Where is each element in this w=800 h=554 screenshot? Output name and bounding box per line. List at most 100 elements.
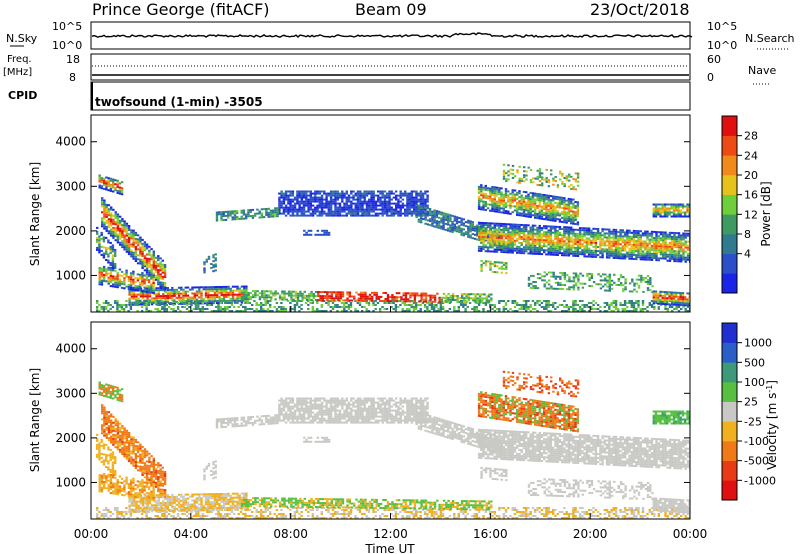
power-cell [291,300,294,302]
power-cell [675,252,678,255]
power-cell [630,302,633,304]
power-cell [114,285,117,288]
power-cell [128,299,131,302]
power-cell [330,293,333,296]
power-cell [513,241,517,244]
power-cell [254,296,257,299]
power-cell [296,190,299,193]
power-cell [352,208,355,211]
power-cell [228,302,231,304]
power-cell [283,290,286,293]
power-cell [467,297,470,300]
power-cell [491,241,495,244]
power-cell [516,205,519,208]
power-cell [107,208,111,211]
power-cell [657,241,660,244]
power-cell [603,248,606,251]
power-cell [167,306,171,308]
power-cell [549,239,553,242]
power-cell [632,302,636,304]
power-cell [352,196,355,199]
power-cell [265,212,268,214]
power-cell [578,247,582,250]
power-cell [477,187,481,190]
power-cell [518,308,521,310]
power-cell [147,291,151,294]
power-cell [147,285,151,288]
power-cell [168,293,172,295]
power-cell [525,300,528,302]
power-cell [100,283,104,286]
power-cell [570,238,573,241]
power-cell [274,294,277,297]
power-cell [605,256,609,259]
power-cell [143,286,146,289]
power-cell [436,292,439,295]
power-cell [296,214,299,217]
power-cell [482,228,485,230]
power-cell [552,207,555,210]
power-cell [107,280,110,283]
power-cell [632,247,636,250]
power-cell [156,300,159,302]
power-cell [356,192,360,195]
power-cell [500,224,503,227]
power-cell [171,292,174,295]
power-cell [563,306,566,308]
power-cell [368,200,371,203]
power-cell [231,293,235,296]
power-cell [105,274,108,277]
power-cell [556,218,559,221]
power-cell [96,246,99,249]
power-cell [543,243,546,246]
power-cell [278,296,282,299]
power-cell [346,299,349,302]
power-cell [543,306,546,308]
power-cell [484,201,487,203]
power-cell [339,291,342,294]
power-cell [540,229,544,232]
power-cell [368,210,371,213]
power-cell [545,227,548,230]
power-cell [641,250,645,253]
power-cell [682,254,685,257]
power-cell [482,234,485,236]
power-cell [212,266,215,269]
power-cell [558,220,562,223]
power-cell [392,192,396,195]
power-cell [621,253,624,256]
power-cell [112,222,115,225]
power-cell [572,308,575,310]
power-cell [148,251,151,254]
power-cell [166,301,169,303]
power-cell [516,225,519,228]
power-cell [480,231,483,234]
power-cell [599,310,602,312]
power-cell [220,290,223,292]
power-cell [495,242,499,245]
power-cell [484,234,487,237]
power-cell [343,310,346,312]
power-cell [612,302,615,304]
power-cell [543,233,546,236]
power-cell [336,306,339,308]
power-cell [338,206,342,209]
power-cell [363,200,366,203]
power-cell [276,211,279,214]
power-cell [498,187,501,189]
power-cell [632,258,636,260]
power-cell [287,212,290,215]
power-cell [287,190,290,193]
power-cell [484,224,487,227]
power-cell [214,263,217,266]
power-cell [601,242,604,245]
power-cell [534,238,537,241]
power-cell [282,206,286,209]
power-cell [167,302,171,304]
power-cell [114,217,117,220]
power-cell [96,230,99,233]
power-cell [410,190,414,193]
power-cell [628,229,631,232]
power-cell [238,289,241,292]
power-cell [601,240,604,243]
